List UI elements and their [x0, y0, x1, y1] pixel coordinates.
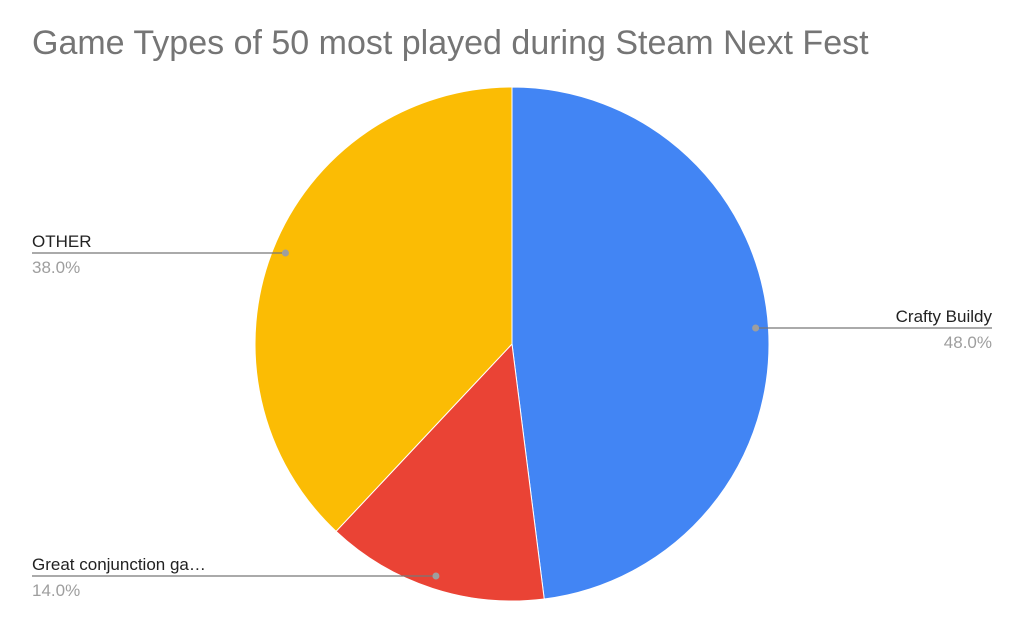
chart-title: Game Types of 50 most played during Stea… [32, 24, 869, 62]
slice-percent-crafty-buildy: 48.0% [944, 333, 992, 352]
slice-label-great-conjunction-ga: Great conjunction ga… [32, 555, 206, 574]
pie-slice-great-conjunction-ga[interactable] [335, 342, 545, 602]
slice-label-other: OTHER [32, 232, 92, 251]
slice-percent-great-conjunction-ga: 14.0% [32, 581, 80, 600]
pie-slices [254, 86, 770, 602]
pie-slice-other[interactable] [254, 86, 513, 533]
slice-label-crafty-buildy: Crafty Buildy [896, 307, 993, 326]
pie-callouts: Crafty Buildy 48.0% Great conjunction ga… 1… [32, 232, 992, 600]
callout-dot-great-conjunction-ga [432, 572, 440, 580]
callout-dot-other [281, 249, 289, 257]
pie-slice-crafty-buildy[interactable] [511, 86, 770, 600]
callout-dot-crafty-buildy [752, 324, 760, 332]
slice-percent-other: 38.0% [32, 258, 80, 277]
